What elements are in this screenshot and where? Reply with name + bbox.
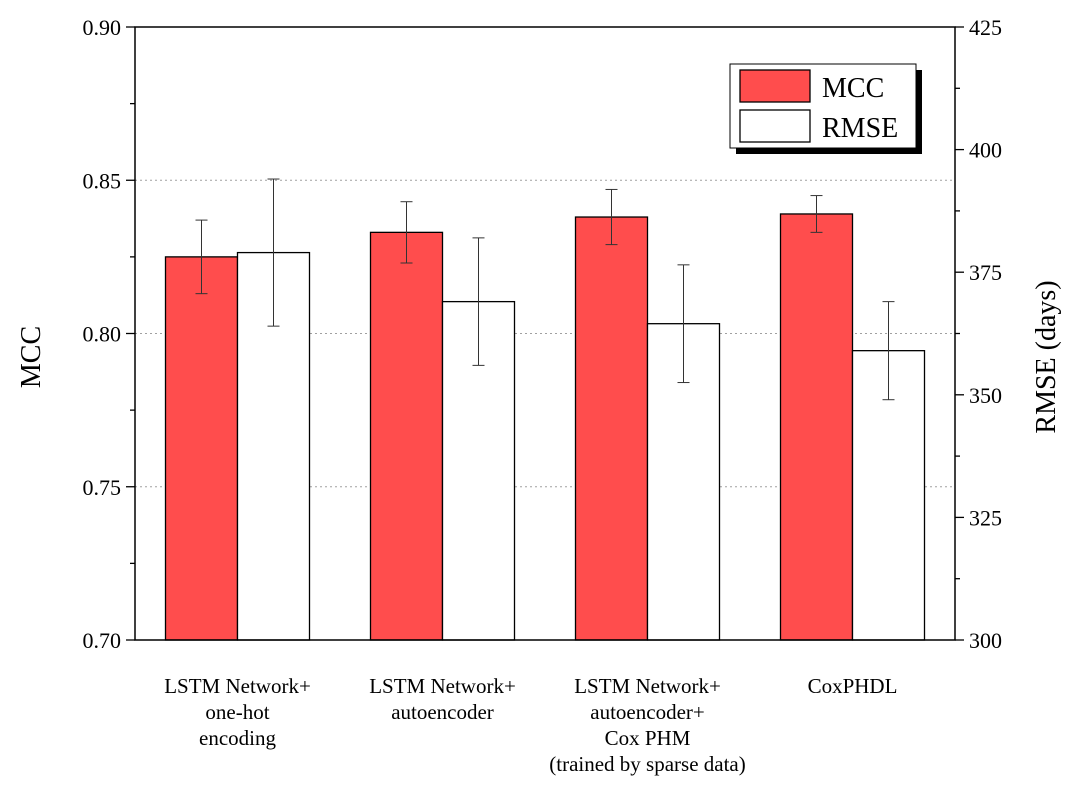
x-category-label-line: (trained by sparse data) xyxy=(549,752,746,776)
x-category-label: LSTM Network+ autoencoder+ Cox PHM (trained… xyxy=(549,674,746,776)
x-category-label: CoxPHDL xyxy=(808,674,898,698)
y-axis-title: MCC xyxy=(16,326,47,388)
mcc-bar xyxy=(781,214,853,640)
y2-axis-title: RMSE (days) xyxy=(1031,280,1062,433)
y-tick-label: 0.80 xyxy=(83,322,122,347)
x-category-label-line: Cox PHM xyxy=(605,726,691,750)
y-tick-label: 0.70 xyxy=(83,628,122,653)
mcc-bar xyxy=(371,232,443,640)
mcc-bar xyxy=(166,257,238,640)
x-category-label-line: autoencoder+ xyxy=(590,700,704,724)
y2-tick-label: 300 xyxy=(969,628,1002,653)
x-category-label-line: one-hot xyxy=(205,700,269,724)
legend-label-rmse: RMSE xyxy=(822,113,898,144)
bars xyxy=(166,214,925,640)
y2-tick-label: 400 xyxy=(969,138,1002,163)
x-category-label-line: CoxPHDL xyxy=(808,674,898,698)
legend-label-mcc: MCC xyxy=(822,73,884,104)
x-category-label-line: autoencoder xyxy=(391,700,494,724)
y2-tick-label: 350 xyxy=(969,383,1002,408)
mcc-bar xyxy=(576,217,648,640)
x-category-label-line: encoding xyxy=(199,726,276,750)
x-category-label-line: LSTM Network+ xyxy=(369,674,516,698)
x-category-label-line: LSTM Network+ xyxy=(164,674,311,698)
x-category-label-line: LSTM Network+ xyxy=(574,674,721,698)
y-tick-label: 0.85 xyxy=(83,168,122,193)
legend-swatch-mcc xyxy=(740,70,810,102)
x-category-label: LSTM Network+ one-hot encoding xyxy=(164,674,311,750)
y2-tick-label: 425 xyxy=(969,15,1002,40)
y2-tick-label: 375 xyxy=(969,260,1002,285)
y2-tick-label: 325 xyxy=(969,505,1002,530)
y-tick-label: 0.90 xyxy=(83,15,122,40)
legend-swatch-rmse xyxy=(740,110,810,142)
y-tick-label: 0.75 xyxy=(83,475,122,500)
legend: MCC RMSE xyxy=(730,64,922,154)
x-category-label: LSTM Network+ autoencoder xyxy=(369,674,516,724)
